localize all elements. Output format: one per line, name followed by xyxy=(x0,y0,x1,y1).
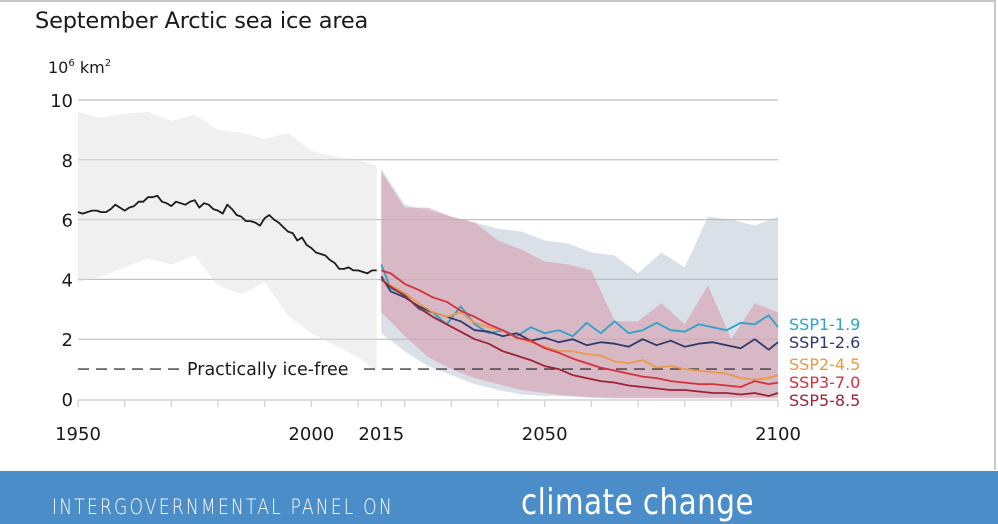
legend-entry-ssp5-8-5: SSP5-8.5 xyxy=(789,391,860,410)
series-line-ssp2-4-5 xyxy=(380,278,779,381)
historical-line xyxy=(77,194,377,275)
y-unit-exponent-2: 2 xyxy=(105,58,111,69)
threshold-label: Practically ice-free xyxy=(187,360,349,380)
y-tick-label: 4 xyxy=(62,270,73,291)
axes: 0 2 4 6 8 10 1950 2000 2015 2050 2100 xyxy=(50,91,801,445)
x-tick-label: 1950 xyxy=(55,424,101,445)
x-tick-label: 2015 xyxy=(358,424,404,445)
ice-free-threshold: Practically ice-free xyxy=(78,360,778,380)
historical-range-band xyxy=(78,112,377,373)
y-tick-label: 6 xyxy=(62,211,73,232)
y-unit: km xyxy=(80,58,105,77)
chart-plot: Practically ice-free 0 2 4 6 8 10 1950 2000 2015… xyxy=(48,58,860,445)
series-line-ssp5-8-5 xyxy=(380,278,779,397)
uncertainty-ranges xyxy=(78,99,778,399)
legend-entry-ssp3-7-0: SSP3-7.0 xyxy=(789,373,860,392)
y-unit-exponent: 6 xyxy=(68,58,74,69)
legend-entry-ssp2-4-5: SSP2-4.5 xyxy=(789,355,860,374)
chart-frame xyxy=(0,0,996,470)
y-tick-label: 10 xyxy=(50,91,73,112)
series-line-ssp3-7-0 xyxy=(381,269,779,388)
y-tick-label: 2 xyxy=(62,330,73,351)
legend-entry-ssp1-1-9: SSP1-1.9 xyxy=(789,315,860,334)
chart-title: September Arctic sea ice area xyxy=(35,8,369,34)
series-lines xyxy=(77,194,779,397)
x-tick-label: 2050 xyxy=(522,424,568,445)
legend-entry-ssp1-2-6: SSP1-2.6 xyxy=(789,333,860,352)
y-axis-unit-label: 106 km2 xyxy=(48,58,111,77)
y-tick-label: 0 xyxy=(62,390,73,411)
x-tick-label: 2000 xyxy=(288,424,334,445)
footer-brand-text: climate change xyxy=(521,482,754,523)
y-unit-base: 10 xyxy=(48,58,68,77)
y-tick-label: 8 xyxy=(62,151,73,172)
ipcc-footer-banner: INTERGOVERNMENTAL PANEL ON climate chang… xyxy=(0,471,998,524)
x-tick-label: 2100 xyxy=(755,424,801,445)
footer-org-text: INTERGOVERNMENTAL PANEL ON xyxy=(52,495,394,519)
